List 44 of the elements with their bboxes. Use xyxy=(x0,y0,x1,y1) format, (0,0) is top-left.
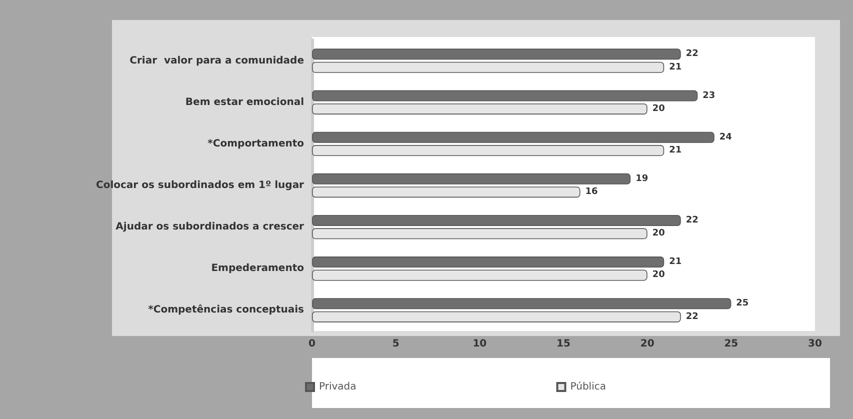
x-tick-label: 10 xyxy=(472,338,487,350)
data-label: 23 xyxy=(702,90,716,101)
bar xyxy=(312,103,648,114)
data-label: 16 xyxy=(585,187,598,198)
y-tick-label: *Comportamento xyxy=(208,138,304,150)
data-label: 19 xyxy=(636,174,648,184)
bar xyxy=(312,132,714,143)
bar xyxy=(312,48,681,60)
bar xyxy=(312,186,580,198)
data-label: 20 xyxy=(652,270,665,280)
x-tick-label: 25 xyxy=(724,338,738,350)
data-label: 20 xyxy=(652,104,665,114)
x-tick-label: 15 xyxy=(556,338,570,350)
bar xyxy=(312,173,631,184)
x-tick-label: 5 xyxy=(392,338,400,350)
y-tick-label: Criar valor para a comunidade xyxy=(130,55,304,66)
bar xyxy=(312,62,664,73)
legend-label: Pública xyxy=(570,382,606,392)
data-label: 21 xyxy=(669,257,682,268)
data-label: 21 xyxy=(669,146,682,156)
y-tick-label: Empederamento xyxy=(211,263,304,274)
bar xyxy=(312,145,664,156)
y-tick-label: *Competências conceptuais xyxy=(148,304,304,316)
y-tick-label: Bem estar emocional xyxy=(185,96,304,108)
bar xyxy=(312,311,681,322)
bar xyxy=(312,228,648,240)
data-label: 22 xyxy=(686,215,698,226)
x-tick-label: 20 xyxy=(640,338,654,350)
data-label: 25 xyxy=(736,298,749,309)
data-label: 21 xyxy=(669,62,682,72)
y-tick-label: Colocar os subordinados em 1º lugar xyxy=(96,180,304,191)
x-tick-label: 30 xyxy=(808,338,822,350)
data-label: 22 xyxy=(686,312,698,322)
bar xyxy=(312,214,681,226)
data-label: 24 xyxy=(719,132,732,142)
bar xyxy=(312,90,698,102)
bar xyxy=(312,298,732,310)
legend-label: Privada xyxy=(319,382,356,392)
data-label: 20 xyxy=(652,228,665,239)
bar xyxy=(312,270,648,281)
x-tick-label: 0 xyxy=(308,338,316,350)
y-tick-label: Ajudar os subordinados a crescer xyxy=(116,222,304,233)
bar xyxy=(312,256,664,268)
data-label: 22 xyxy=(686,49,698,60)
